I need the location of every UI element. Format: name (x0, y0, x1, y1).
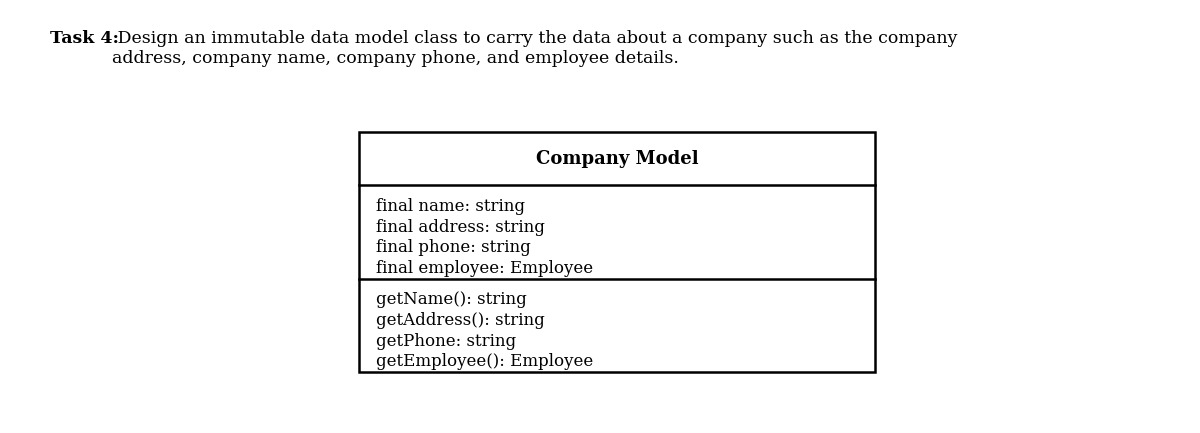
Text: final address: string: final address: string (376, 219, 545, 236)
Text: getEmployee(): Employee: getEmployee(): Employee (376, 353, 593, 370)
Text: final employee: Employee: final employee: Employee (376, 260, 593, 277)
Bar (359, 132, 876, 372)
Text: Design an immutable data model class to carry the data about a company such as t: Design an immutable data model class to … (112, 30, 958, 67)
Text: getName(): string: getName(): string (376, 291, 527, 308)
Text: getAddress(): string: getAddress(): string (376, 312, 545, 329)
Text: Company Model: Company Model (536, 150, 698, 168)
Text: getPhone: string: getPhone: string (376, 333, 516, 350)
Text: final name: string: final name: string (376, 198, 524, 215)
Text: Task 4:: Task 4: (50, 30, 120, 47)
Text: final phone: string: final phone: string (376, 239, 530, 256)
